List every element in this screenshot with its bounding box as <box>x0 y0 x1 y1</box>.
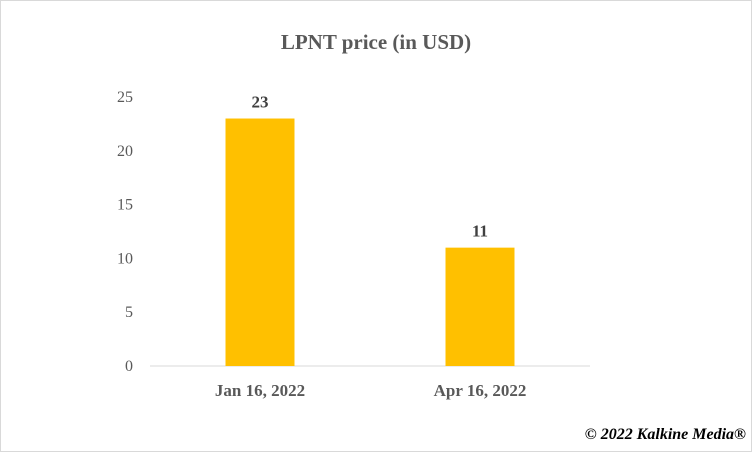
x-axis-tick-labels: Jan 16, 2022 Apr 16, 2022 <box>215 381 526 400</box>
chart-title: LPNT price (in USD) <box>280 30 472 54</box>
y-axis-tick-labels: 0 5 10 15 20 25 <box>117 89 133 375</box>
bar-data-labels: 23 11 <box>252 93 489 241</box>
bar-data-label: 11 <box>472 222 488 241</box>
bar <box>225 118 295 367</box>
y-tick-label: 25 <box>117 89 133 106</box>
x-tick-label: Jan 16, 2022 <box>215 381 305 400</box>
y-tick-label: 5 <box>125 304 133 321</box>
bars <box>225 118 515 367</box>
y-tick-label: 20 <box>117 143 133 160</box>
x-tick-label: Apr 16, 2022 <box>434 381 527 400</box>
y-tick-label: 0 <box>125 358 133 375</box>
y-tick-label: 10 <box>117 250 133 267</box>
bar-data-label: 23 <box>252 93 269 112</box>
bar <box>445 247 515 366</box>
y-tick-label: 15 <box>117 197 133 214</box>
copyright-credit: © 2022 Kalkine Media® <box>584 426 746 443</box>
